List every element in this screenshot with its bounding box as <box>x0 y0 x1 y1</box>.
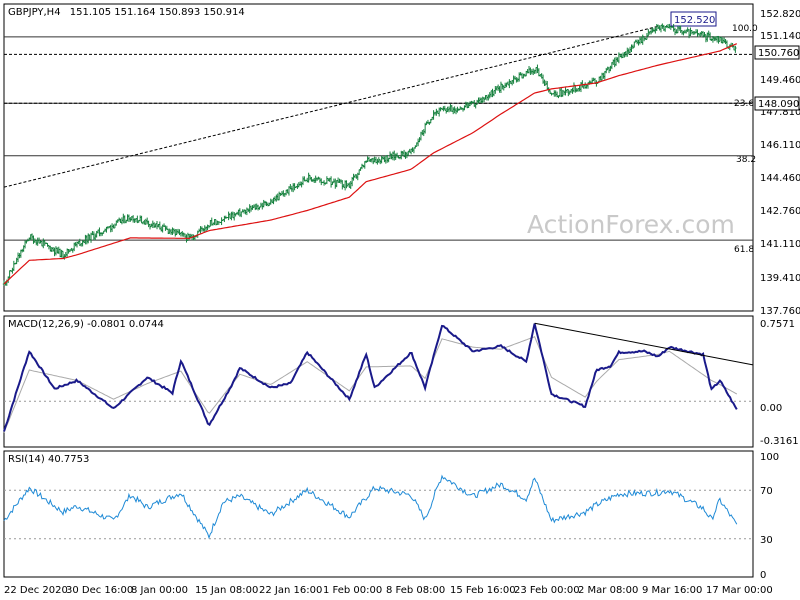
price-tick-label: 152.820 <box>760 9 800 20</box>
fib-label: 38.2 <box>736 155 756 165</box>
x-tick-label: 2 Mar 08:00 <box>578 585 638 596</box>
rsi-tick-label: 70 <box>760 486 773 497</box>
support-price-text: 148.090 <box>758 99 799 110</box>
current-price-box <box>754 45 800 60</box>
moving-average-line <box>3 43 738 285</box>
x-tick-label: 17 Mar 00:00 <box>706 585 773 596</box>
x-tick-label: 8 Feb 08:00 <box>386 585 445 596</box>
swing-high-label: 152.520 <box>670 11 717 27</box>
rsi-pane-frame <box>3 450 754 578</box>
rsi-tick-label: 30 <box>760 535 773 546</box>
price-tick-label: 151.140 <box>760 31 800 42</box>
macd-pane-title: MACD(12,26,9) -0.0801 0.0744 <box>8 319 164 330</box>
current-price-label: 150.760 <box>754 45 800 60</box>
swing-high-text: 152.520 <box>674 15 715 26</box>
price-pane-frame <box>3 3 754 312</box>
fib-labels: 100.0 23.6 38.2 61.8 <box>732 24 758 255</box>
rsi-line <box>3 474 738 540</box>
macd-pane-frame <box>3 315 754 448</box>
x-axis: 22 Dec 2020 30 Dec 16:00 8 Jan 00:00 15 … <box>4 585 773 596</box>
x-tick-label: 15 Jan 08:00 <box>195 585 258 596</box>
x-tick-label: 15 Feb 16:00 <box>450 585 516 596</box>
price-tick-label: 149.460 <box>760 75 800 86</box>
swing-high-box <box>670 11 717 27</box>
current-price-text: 150.760 <box>758 48 799 59</box>
x-tick-label: 9 Mar 16:00 <box>642 585 702 596</box>
price-tick-label: 144.460 <box>760 173 800 184</box>
ohlc-label: 151.105 151.164 150.893 150.914 <box>70 7 245 18</box>
price-tick-label: 147.810 <box>760 107 800 118</box>
macd-tick-label: -0.3161 <box>760 436 799 447</box>
price-y-axis: 152.820 151.140 149.460 147.810 146.110 … <box>760 9 800 317</box>
rsi-tick-label: 100 <box>760 452 779 463</box>
macd-trendline <box>534 322 754 366</box>
macd-tick-label: 0.7571 <box>760 319 795 330</box>
watermark: ActionForex.com <box>527 210 735 239</box>
price-pane-title: GBPJPY,H4 151.105 151.164 150.893 150.91… <box>8 7 245 18</box>
macd-line <box>3 323 738 432</box>
x-tick-label: 8 Jan 00:00 <box>131 585 188 596</box>
rsi-y-axis: 100 70 30 0 <box>760 452 779 581</box>
support-price-label: 148.090 <box>754 96 800 111</box>
price-tick-label: 139.410 <box>760 273 800 284</box>
x-tick-label: 22 Jan 16:00 <box>259 585 322 596</box>
x-tick-label: 1 Feb 00:00 <box>323 585 382 596</box>
symbol-label: GBPJPY,H4 <box>8 7 61 18</box>
price-tick-label: 141.110 <box>760 239 800 250</box>
x-tick-label: 23 Feb 00:00 <box>514 585 580 596</box>
price-tick-label: 146.110 <box>760 140 800 151</box>
macd-tick-label: 0.00 <box>760 403 782 414</box>
rsi-pane-title: RSI(14) 40.7753 <box>8 454 89 465</box>
x-tick-label: 22 Dec 2020 <box>4 585 68 596</box>
price-trendline <box>3 25 659 188</box>
x-tick-label: 30 Dec 16:00 <box>66 585 133 596</box>
macd-signal-line <box>3 336 738 433</box>
fib-label: 23.6 <box>734 99 754 109</box>
fib-label: 100.0 <box>732 24 758 34</box>
price-tick-label: 137.760 <box>760 306 800 317</box>
price-tick-label: 142.760 <box>760 206 800 217</box>
fib-label: 61.8 <box>734 245 754 255</box>
support-price-box <box>754 96 800 111</box>
rsi-tick-label: 0 <box>760 570 766 581</box>
macd-y-axis: 0.7571 0.00 -0.3161 <box>760 319 799 447</box>
